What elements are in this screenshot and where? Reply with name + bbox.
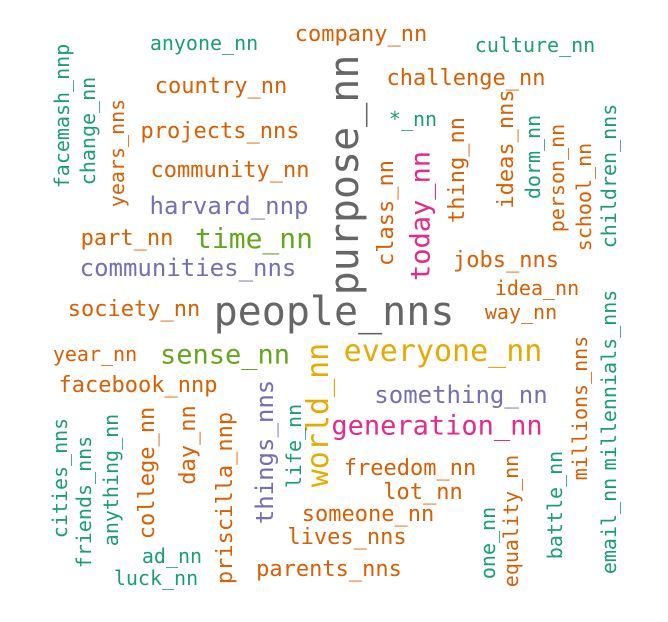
word-society: society_nn	[67, 297, 201, 322]
word-something: something_nn	[374, 381, 548, 409]
word-star: *_nn	[388, 107, 438, 131]
word-company: company_nn	[294, 22, 428, 47]
word-idea: idea_nn	[494, 276, 580, 300]
word-anything: anything_nn	[99, 413, 123, 547]
word-country: country_nn	[154, 74, 288, 99]
word-thing: thing_nn	[445, 117, 470, 223]
word-parents: parents_nns	[256, 557, 402, 582]
word-ad: ad_nn	[141, 544, 203, 568]
word-class: class_nn	[374, 160, 399, 266]
word-lot: lot_nn	[383, 480, 463, 505]
word-culture: culture_nn	[474, 33, 596, 57]
word-projects: projects_nns	[140, 119, 300, 144]
word-challenge: challenge_nn	[386, 66, 546, 91]
word-day: day_nn	[176, 405, 201, 485]
word-one: one_nn	[476, 506, 500, 580]
word-cities: cities_nns	[48, 417, 72, 539]
word-children: children_nns	[597, 103, 621, 249]
word-sense: sense_nn	[159, 339, 291, 371]
word-generation: generation_nn	[331, 410, 543, 442]
word-time: time_nn	[194, 222, 314, 255]
word-lives: lives_nns	[287, 525, 407, 550]
word-communities: communities_nns	[79, 254, 297, 282]
word-millennials: millennials_nns	[597, 289, 621, 471]
word-equality: equality_nn	[499, 454, 523, 588]
word-way: way_nn	[484, 300, 558, 324]
word-school: school_nn	[572, 142, 596, 252]
word-years: years_nns	[105, 98, 129, 208]
word-freedom: freedom_nn	[343, 456, 477, 481]
word-battle: battle_nn	[543, 450, 567, 560]
word-someone: someone_nn	[301, 502, 435, 527]
word-things: things_nns	[251, 379, 279, 525]
word-facemash: facemash_nnp	[50, 43, 74, 189]
word-harvard: harvard_nnp	[149, 192, 309, 220]
word-today: today_nn	[405, 150, 437, 282]
word-everyone: everyone_nn	[343, 334, 543, 369]
word-ideas: ideas_nns	[494, 89, 519, 209]
word-friends: friends_nns	[72, 435, 96, 569]
word-priscilla: priscilla_nnp	[213, 411, 238, 585]
word-year: year_nn	[52, 342, 138, 366]
word-world: world_nn	[301, 342, 336, 488]
word-luck: luck_nn	[113, 566, 199, 590]
word-facebook: facebook_nnp	[58, 373, 218, 398]
word-change: change_nn	[76, 76, 100, 186]
word-jobs: jobs_nns	[453, 248, 559, 273]
word-part: part_nn	[80, 226, 174, 251]
word-person: person_nn	[545, 123, 569, 233]
word-anyone: anyone_nn	[149, 31, 259, 55]
word-millions: millions_nns	[568, 335, 592, 481]
word-life: life_nn	[282, 403, 306, 489]
word-community: community_nn	[150, 158, 310, 183]
word-purpose: purpose_nn	[322, 54, 368, 296]
word-email: email_nn	[597, 477, 621, 575]
word-dorm: dorm_nn	[521, 114, 545, 200]
word-people: people_nns	[213, 289, 455, 335]
word-college: college_nn	[135, 406, 160, 540]
